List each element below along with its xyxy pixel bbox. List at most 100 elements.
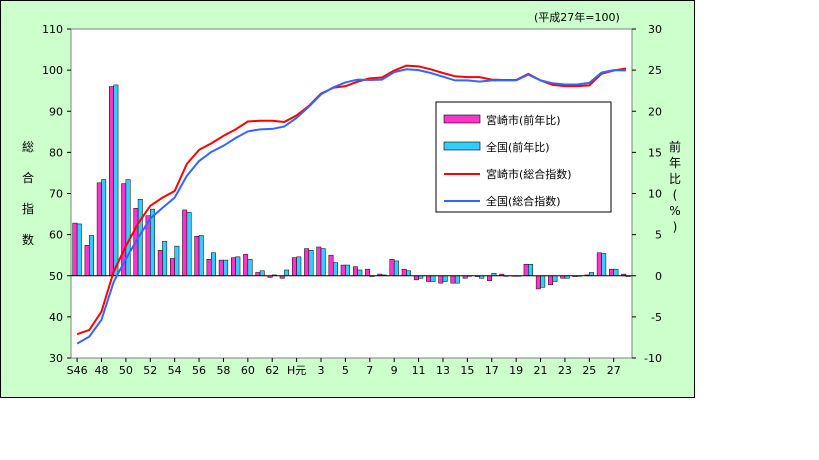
x-tick-label: 21	[534, 364, 548, 377]
national-yoy-bar-15	[259, 270, 265, 276]
national-yoy-bar-17	[284, 269, 290, 276]
x-tick-label: H元	[287, 364, 306, 377]
right-axis-title: 前年比 (%)	[669, 139, 681, 234]
left-tick-label: 110	[42, 23, 63, 36]
national-yoy-bar-43	[601, 253, 607, 276]
miyazaki-yoy-bar-28	[413, 275, 419, 281]
national-yoy-bar-9	[186, 212, 192, 276]
x-tick-label: 52	[143, 364, 157, 377]
miyazaki-yoy-bar-10	[194, 236, 200, 277]
national-yoy-bar-18	[296, 256, 302, 277]
miyazaki-yoy-bar-8	[170, 258, 175, 277]
right-axis-title-char: 比	[669, 172, 681, 186]
national-yoy-bar-23	[357, 269, 363, 276]
x-tick-label: 23	[558, 364, 572, 377]
left-axis-title-char: 数	[22, 232, 34, 247]
national-yoy-bar-21	[332, 262, 338, 276]
national-yoy-bar-29	[430, 275, 436, 282]
left-axis-title-char: 総	[22, 140, 34, 154]
base-year-note: (平成27年=100)	[534, 10, 620, 24]
x-tick-label: 25	[582, 364, 596, 377]
miyazaki-yoy-bar-30	[438, 275, 444, 284]
miyazaki-yoy-bar-39	[548, 275, 553, 286]
x-tick-label: 11	[412, 364, 426, 377]
left-tick-label: 60	[49, 229, 63, 242]
miyazaki-yoy-bar-7	[157, 250, 163, 276]
right-axis-title-char: (	[673, 188, 678, 202]
national-yoy-bar-0	[76, 223, 82, 276]
left-tick-label: 40	[49, 311, 63, 324]
left-tick-label: 80	[49, 146, 63, 159]
miyazaki-yoy-bar-18	[291, 257, 297, 276]
x-tick-label: 7	[366, 364, 373, 377]
x-tick-label: 9	[391, 364, 398, 377]
miyazaki-yoy-bar-31	[450, 275, 456, 284]
miyazaki-yoy-bar-19	[304, 248, 310, 276]
legend-label-3: 全国(総合指数)	[486, 194, 561, 208]
legend-swatch-1	[443, 141, 481, 151]
national-yoy-bar-30	[442, 275, 448, 282]
right-axis-title-char: )	[673, 220, 678, 234]
right-tick-label: 5	[655, 229, 662, 242]
line-series	[76, 64, 627, 345]
legend-label-0: 宮崎市(前年比)	[486, 113, 561, 127]
right-tick-label: -10	[644, 352, 662, 365]
national-yoy-bar-3	[113, 84, 119, 277]
national-yoy-bar-8	[174, 245, 180, 276]
legend-swatch-0	[443, 114, 481, 124]
legend-label-1: 全国(前年比)	[486, 140, 550, 154]
national-yoy-bar-2	[101, 179, 107, 277]
national-yoy-bar-31	[454, 275, 460, 284]
right-tick-label: 20	[648, 105, 662, 118]
miyazaki-yoy-bar-44	[609, 268, 614, 277]
x-tick-label: 15	[460, 364, 474, 377]
x-tick-label: 5	[342, 364, 349, 377]
x-tick-label: 62	[265, 364, 279, 377]
national-yoy-bar-10	[198, 235, 204, 276]
legend-label-2: 宮崎市(総合指数)	[486, 167, 572, 181]
right-tick-label: 15	[648, 146, 662, 159]
x-tick-label: 60	[241, 364, 255, 377]
national-yoy-bar-1	[89, 235, 94, 276]
national-yoy-bar-14	[247, 259, 253, 276]
national-yoy-bar-27	[406, 270, 412, 276]
right-tick-label: -5	[651, 311, 662, 324]
national-yoy-bar-22	[345, 264, 351, 276]
miyazaki-yoy-bar-12	[218, 259, 224, 276]
right-tick-label: 25	[648, 64, 662, 77]
legend: 宮崎市(前年比) 全国(前年比) 宮崎市(総合指数) 全国(総合指数)	[435, 101, 612, 213]
national-yoy-bar-20	[320, 248, 326, 276]
left-tick-label: 100	[42, 64, 63, 77]
chart-frame: 30 40 50 60 70 80 90 100 110 -10 -5 0 5 10 15 20 25 30 S46…	[0, 0, 695, 398]
right-axis-title-char: 前	[669, 139, 681, 154]
left-tick-label: 50	[49, 270, 63, 283]
national-yoy-bar-39	[552, 275, 558, 282]
miyazaki-yoy-bar-22	[340, 264, 346, 276]
x-tick-label: 50	[119, 364, 133, 377]
left-axis-title-char: 指	[22, 201, 34, 216]
national-yoy-bar-4	[125, 179, 131, 277]
x-tick-label: 13	[436, 364, 450, 377]
national-index-line	[76, 68, 626, 345]
miyazaki-yoy-bar-0	[72, 222, 78, 276]
national-yoy-bar-13	[235, 256, 241, 277]
miyazaki-yoy-bar-20	[316, 246, 322, 277]
miyazaki-yoy-bar-2	[96, 182, 102, 276]
x-tick-label: 27	[607, 364, 621, 377]
national-yoy-bar-7	[162, 240, 168, 277]
x-tick-label: 19	[509, 364, 523, 377]
miyazaki-yoy-bar-34	[487, 275, 492, 281]
miyazaki-yoy-bar-14	[243, 254, 249, 276]
right-axis-title-char: %	[669, 204, 680, 218]
right-axis-title-char: 年	[669, 156, 681, 170]
miyazaki-yoy-bar-43	[596, 252, 602, 277]
x-tick-label: 56	[192, 364, 206, 377]
miyazaki-yoy-bar-11	[206, 259, 212, 276]
miyazaki-yoy-bar-26	[389, 259, 395, 276]
right-tick-label: 0	[655, 270, 662, 283]
national-yoy-bar-44	[613, 268, 619, 277]
left-tick-label: 70	[49, 188, 63, 201]
miyazaki-yoy-bar-38	[535, 275, 541, 290]
chart: 30 40 50 60 70 80 90 100 110 -10 -5 0 5 10 15 20 25 30 S46…	[22, 10, 681, 377]
miyazaki-yoy-bar-1	[84, 245, 90, 277]
